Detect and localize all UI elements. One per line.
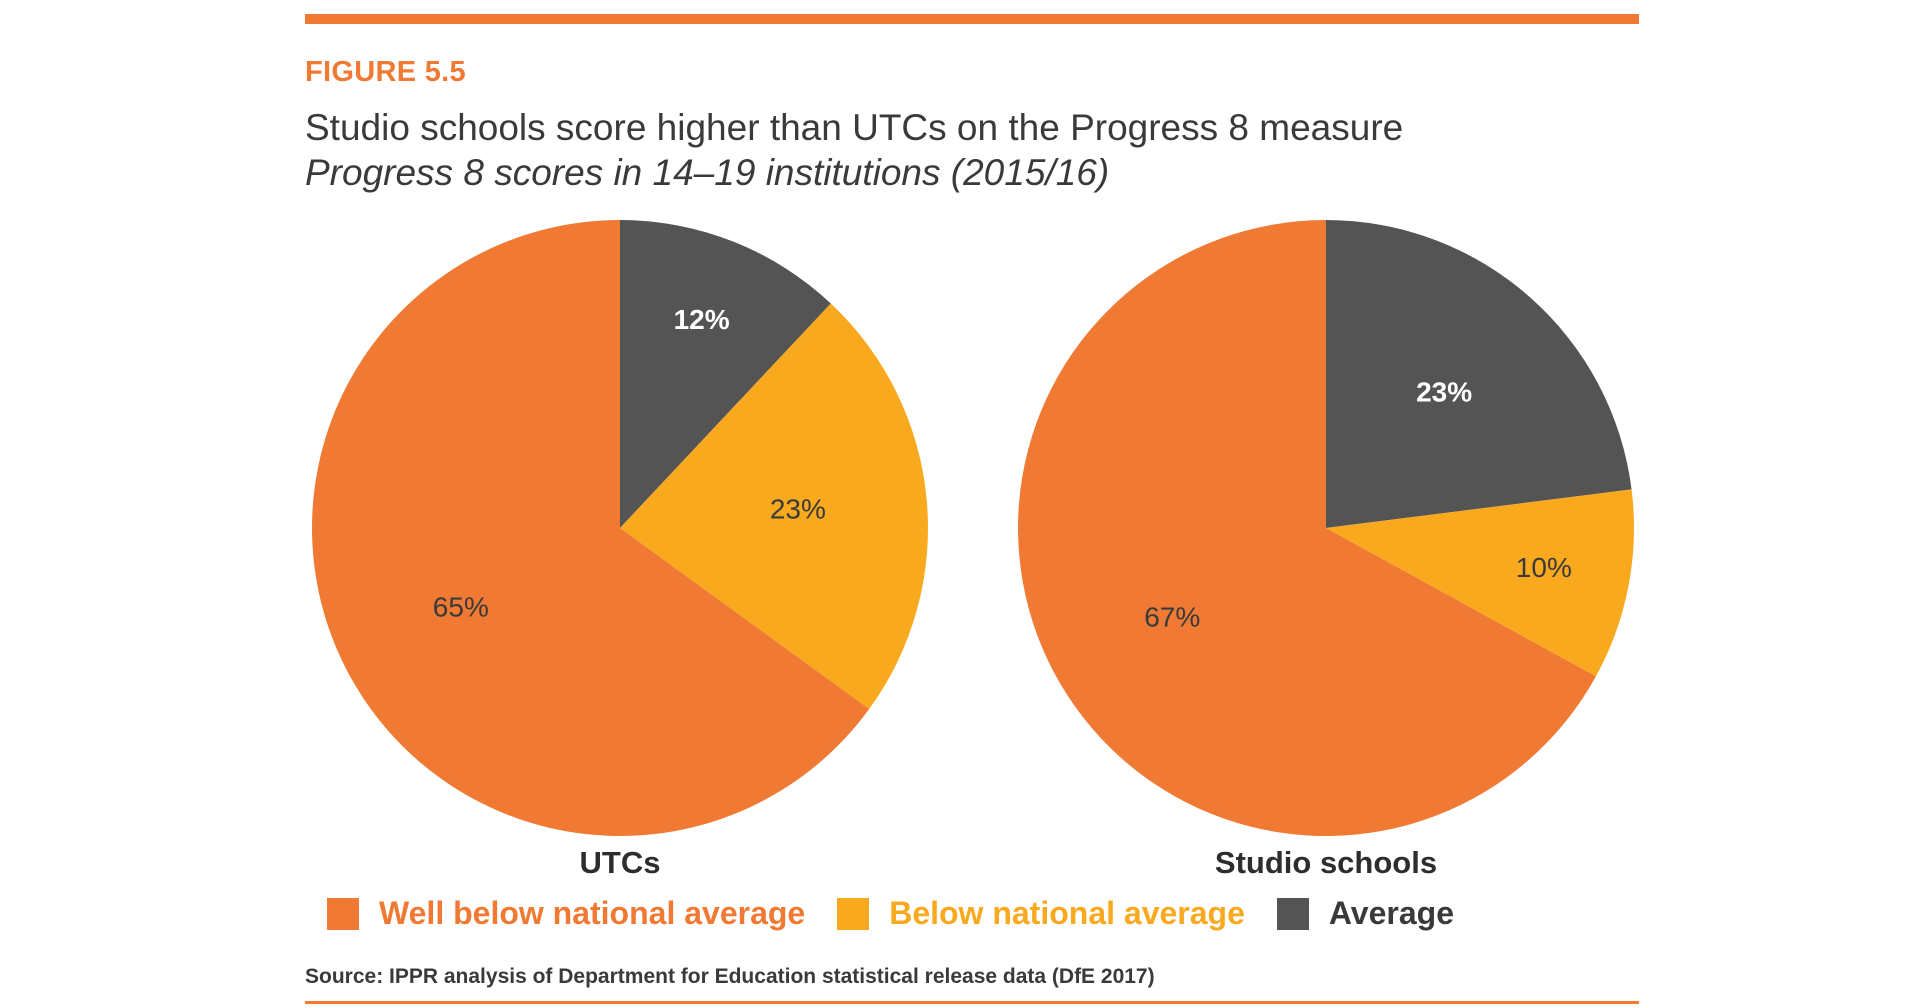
utcs-slice-well-below-national-average bbox=[312, 220, 870, 836]
legend: Well below national average Below nation… bbox=[327, 895, 1486, 932]
chart-subtitle: Progress 8 scores in 14–19 institutions … bbox=[305, 152, 1110, 193]
source-note: Source: IPPR analysis of Department for … bbox=[305, 965, 1155, 988]
utcs-pie-title: UTCs bbox=[580, 845, 661, 880]
legend-label-well-below: Well below national average bbox=[379, 895, 806, 931]
legend-item-average: Average bbox=[1276, 895, 1454, 932]
legend-label-average: Average bbox=[1328, 895, 1454, 931]
legend-swatch-average bbox=[1276, 897, 1309, 930]
chart-title: Studio schools score higher than UTCs on… bbox=[305, 107, 1404, 148]
legend-label-below: Below national average bbox=[889, 895, 1245, 931]
utcs-slice-average bbox=[620, 220, 831, 528]
studio-schools-label-average: 23% bbox=[1416, 376, 1472, 407]
figure-label: FIGURE 5.5 bbox=[305, 56, 466, 88]
utcs-label-well-below-national-average: 65% bbox=[433, 591, 489, 622]
studio-schools-slice-well-below-national-average bbox=[1018, 219, 1596, 836]
studio-schools-label-well-below-national-average: 67% bbox=[1144, 601, 1200, 632]
utcs-slice-below-national-average bbox=[620, 303, 928, 710]
studio-schools-pie-title: Studio schools bbox=[1215, 845, 1437, 880]
studio-schools-slice-below-national-average bbox=[1326, 489, 1634, 677]
top-rule bbox=[305, 14, 1639, 24]
bottom-rule bbox=[305, 1001, 1639, 1004]
legend-swatch-below bbox=[837, 897, 870, 930]
legend-item-below: Below national average bbox=[837, 895, 1245, 932]
utcs-label-below-national-average: 23% bbox=[770, 494, 826, 525]
utcs-label-average: 12% bbox=[674, 304, 730, 335]
legend-swatch-well-below bbox=[327, 897, 359, 930]
studio-schools-slice-average bbox=[1326, 220, 1632, 528]
legend-item-well-below: Well below national average bbox=[327, 895, 805, 932]
studio-schools-label-below-national-average: 10% bbox=[1516, 552, 1572, 583]
pie-charts: 12% 23% 65% UTCs 23% 10% 67% Studio schools bbox=[312, 219, 1634, 880]
